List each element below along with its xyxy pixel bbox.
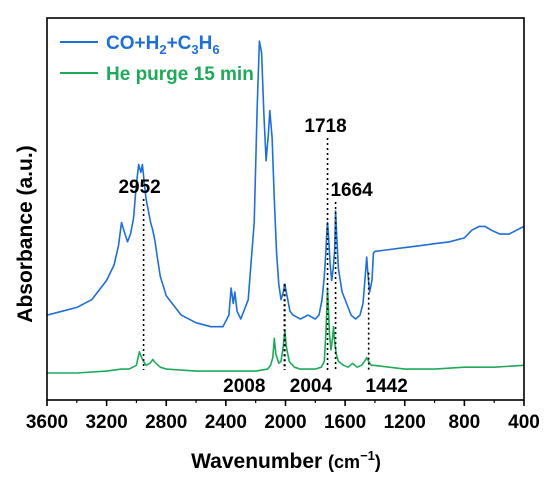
annotation-label-1664: 1664 bbox=[330, 180, 373, 201]
x-tick-label-1200: 1200 bbox=[384, 412, 426, 433]
x-tick-label-2400: 2400 bbox=[205, 412, 247, 433]
annotation-label-2952: 2952 bbox=[118, 177, 160, 198]
series-line-2 bbox=[47, 287, 525, 374]
annotation-label-1718: 1718 bbox=[304, 116, 346, 137]
series-line-1 bbox=[46, 40, 525, 328]
x-tick-label-2000: 2000 bbox=[264, 412, 306, 433]
legend-label-series-2: He purge 15 min bbox=[106, 64, 254, 85]
annotation-label-1442: 1442 bbox=[366, 376, 408, 397]
x-axis-title: Wavenumber (cm−1) bbox=[191, 448, 381, 473]
annotation-label-2008: 2008 bbox=[223, 376, 265, 397]
x-tick-label-3600: 3600 bbox=[26, 412, 68, 433]
x-tick-label-2800: 2800 bbox=[145, 412, 187, 433]
x-tick-label-3200: 3200 bbox=[85, 412, 127, 433]
legend: CO+H2+C3H6 He purge 15 min bbox=[60, 33, 254, 85]
x-tick-label-400: 400 bbox=[508, 412, 540, 433]
legend-label-series-1: CO+H2+C3H6 bbox=[106, 33, 220, 57]
x-tick-label-800: 800 bbox=[449, 412, 481, 433]
y-axis-title: Absorbance (a.u.) bbox=[14, 145, 37, 322]
annotation-label-2004: 2004 bbox=[290, 376, 333, 397]
x-tick-label-1600: 1600 bbox=[324, 412, 366, 433]
